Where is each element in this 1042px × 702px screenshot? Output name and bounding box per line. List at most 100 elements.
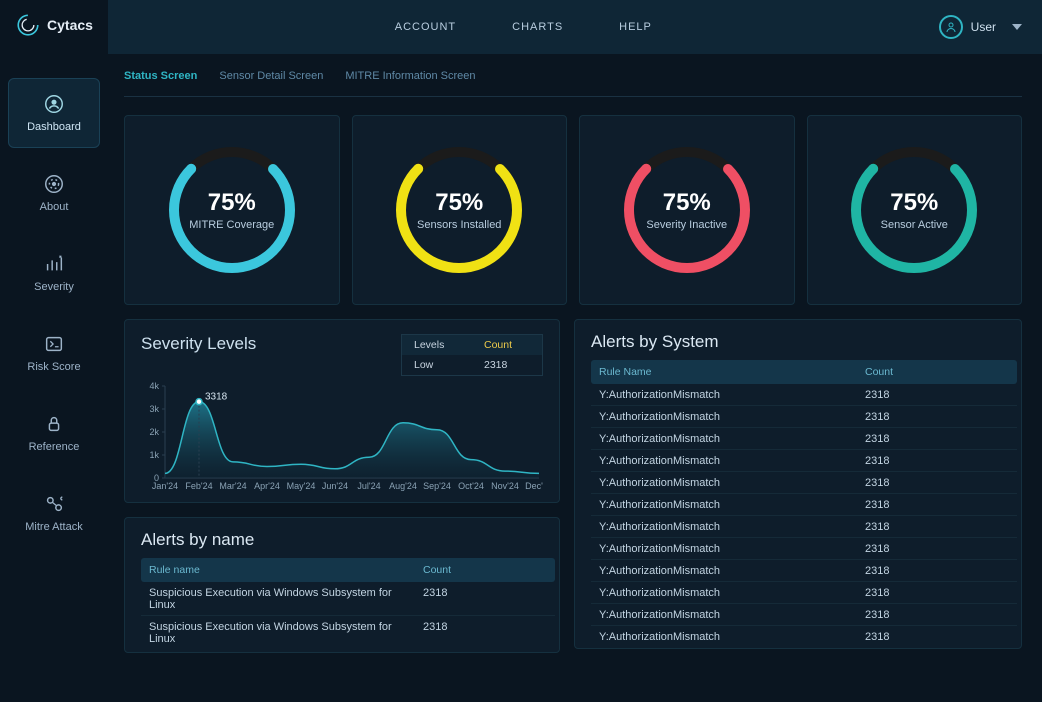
sidebar-item-severity[interactable]: Severity [8,238,100,308]
svg-text:2k: 2k [149,427,159,437]
alerts-name-title: Alerts by name [141,530,555,550]
svg-text:Feb'24: Feb'24 [185,481,212,491]
cell-count: 2318 [857,582,1017,603]
table-row[interactable]: Y:AuthorizationMismatch2318 [591,560,1017,582]
topbar: ACCOUNT CHARTS HELP User [108,0,1042,54]
caret-down-icon [1012,24,1022,30]
th-count: Count [857,360,1017,384]
gauge-label: MITRE Coverage [189,219,274,231]
mini-th-levels: Levels [402,335,472,355]
cell-count: 2318 [857,516,1017,537]
svg-text:Mar'24: Mar'24 [219,481,246,491]
cell-rule: Y:AuthorizationMismatch [591,450,857,471]
cell-rule: Suspicious Execution via Windows Subsyst… [141,582,415,615]
topnav-account[interactable]: ACCOUNT [395,21,456,33]
cell-rule: Y:AuthorizationMismatch [591,406,857,427]
cell-count: 2318 [857,538,1017,559]
severity-chart: 4k3k2k1k0 3318 Jan'24Feb'24Mar'24Apr'24M… [141,382,543,497]
tab-sensor[interactable]: Sensor Detail Screen [219,70,323,82]
svg-text:3k: 3k [149,404,159,414]
cell-count: 2318 [857,494,1017,515]
user-menu[interactable]: User [939,15,1022,39]
cell-rule: Y:AuthorizationMismatch [591,604,857,625]
gauge-label: Severity Inactive [646,219,727,231]
gauge-card: 75% Sensor Active [807,115,1023,305]
sidebar-item-mitre-attack[interactable]: Mitre Attack [8,478,100,548]
gauge-label: Sensor Active [881,219,948,231]
nav-label: Reference [29,441,80,453]
sidebar: Cytacs Dashboard About Severity Risk Score R… [0,0,108,702]
sidebar-item-reference[interactable]: Reference [8,398,100,468]
cell-count: 2318 [857,472,1017,493]
nav-icon [43,413,65,435]
severity-title: Severity Levels [141,334,256,354]
nav-label: Mitre Attack [25,521,82,533]
nav-icon [43,333,65,355]
nav-label: Risk Score [27,361,80,373]
sidebar-item-risk-score[interactable]: Risk Score [8,318,100,388]
svg-text:Dec'24: Dec'24 [525,481,543,491]
table-row[interactable]: Y:AuthorizationMismatch2318 [591,626,1017,644]
cell-count: 2318 [415,582,555,615]
table-row[interactable]: Y:AuthorizationMismatch2318 [591,384,1017,406]
svg-text:Aug'24: Aug'24 [389,481,417,491]
nav-icon [43,493,65,515]
svg-text:Apr'24: Apr'24 [254,481,280,491]
tab-status[interactable]: Status Screen [124,70,197,82]
logo-icon [15,12,41,38]
cell-count: 2318 [857,384,1017,405]
table-row[interactable]: Y:AuthorizationMismatch2318 [591,582,1017,604]
svg-text:4k: 4k [149,382,159,391]
table-row[interactable]: Suspicious Execution via Windows Subsyst… [141,616,555,648]
cell-rule: Y:AuthorizationMismatch [591,538,857,559]
table-row[interactable]: Y:AuthorizationMismatch2318 [591,494,1017,516]
gauge-value: 75% [663,189,711,217]
cell-rule: Y:AuthorizationMismatch [591,516,857,537]
logo: Cytacs [15,12,93,38]
table-row[interactable]: Suspicious Execution via Windows Subsyst… [141,582,555,616]
svg-text:Sep'24: Sep'24 [423,481,451,491]
gauge-card: 75% Severity Inactive [579,115,795,305]
severity-levels-card: Severity Levels Levels Count Low 2318 [124,319,560,503]
th-rule-name: Rule Name [591,360,857,384]
svg-text:Jan'24: Jan'24 [152,481,178,491]
cell-rule: Y:AuthorizationMismatch [591,560,857,581]
nav-icon [43,93,65,115]
svg-text:Jul'24: Jul'24 [357,481,380,491]
cell-rule: Y:AuthorizationMismatch [591,582,857,603]
sidebar-item-dashboard[interactable]: Dashboard [8,78,100,148]
nav-label: Severity [34,281,74,293]
user-label: User [971,20,996,34]
cell-count: 2318 [857,560,1017,581]
nav-label: Dashboard [27,121,81,133]
tabs: Status Screen Sensor Detail Screen MITRE… [124,70,1022,97]
table-row[interactable]: Y:AuthorizationMismatch2318 [591,516,1017,538]
alerts-system-title: Alerts by System [591,332,1017,352]
sidebar-item-about[interactable]: About [8,158,100,228]
cell-rule: Suspicious Execution via Windows Subsyst… [141,616,415,648]
tab-mitre[interactable]: MITRE Information Screen [345,70,475,82]
severity-mini-table: Levels Count Low 2318 [401,334,543,376]
user-icon [939,15,963,39]
table-row[interactable]: Y:AuthorizationMismatch2318 [591,428,1017,450]
table-row[interactable]: Y:AuthorizationMismatch2318 [591,472,1017,494]
nav-label: About [40,201,69,213]
table-row[interactable]: Y:AuthorizationMismatch2318 [591,450,1017,472]
gauge-value: 75% [435,189,483,217]
topnav-charts[interactable]: CHARTS [512,21,563,33]
brand-text: Cytacs [47,17,93,33]
cell-count: 2318 [857,428,1017,449]
cell-rule: Y:AuthorizationMismatch [591,472,857,493]
topnav-help[interactable]: HELP [619,21,652,33]
gauge-value: 75% [208,189,256,217]
cell-count: 2318 [857,450,1017,471]
svg-text:Oct'24: Oct'24 [458,481,484,491]
table-row[interactable]: Y:AuthorizationMismatch2318 [591,406,1017,428]
table-row[interactable]: Y:AuthorizationMismatch2318 [591,604,1017,626]
svg-text:May'24: May'24 [287,481,316,491]
gauge-value: 75% [890,189,938,217]
nav-icon [43,253,65,275]
cell-count: 2318 [415,616,555,648]
table-row[interactable]: Y:AuthorizationMismatch2318 [591,538,1017,560]
gauge-card: 75% Sensors Installed [352,115,568,305]
